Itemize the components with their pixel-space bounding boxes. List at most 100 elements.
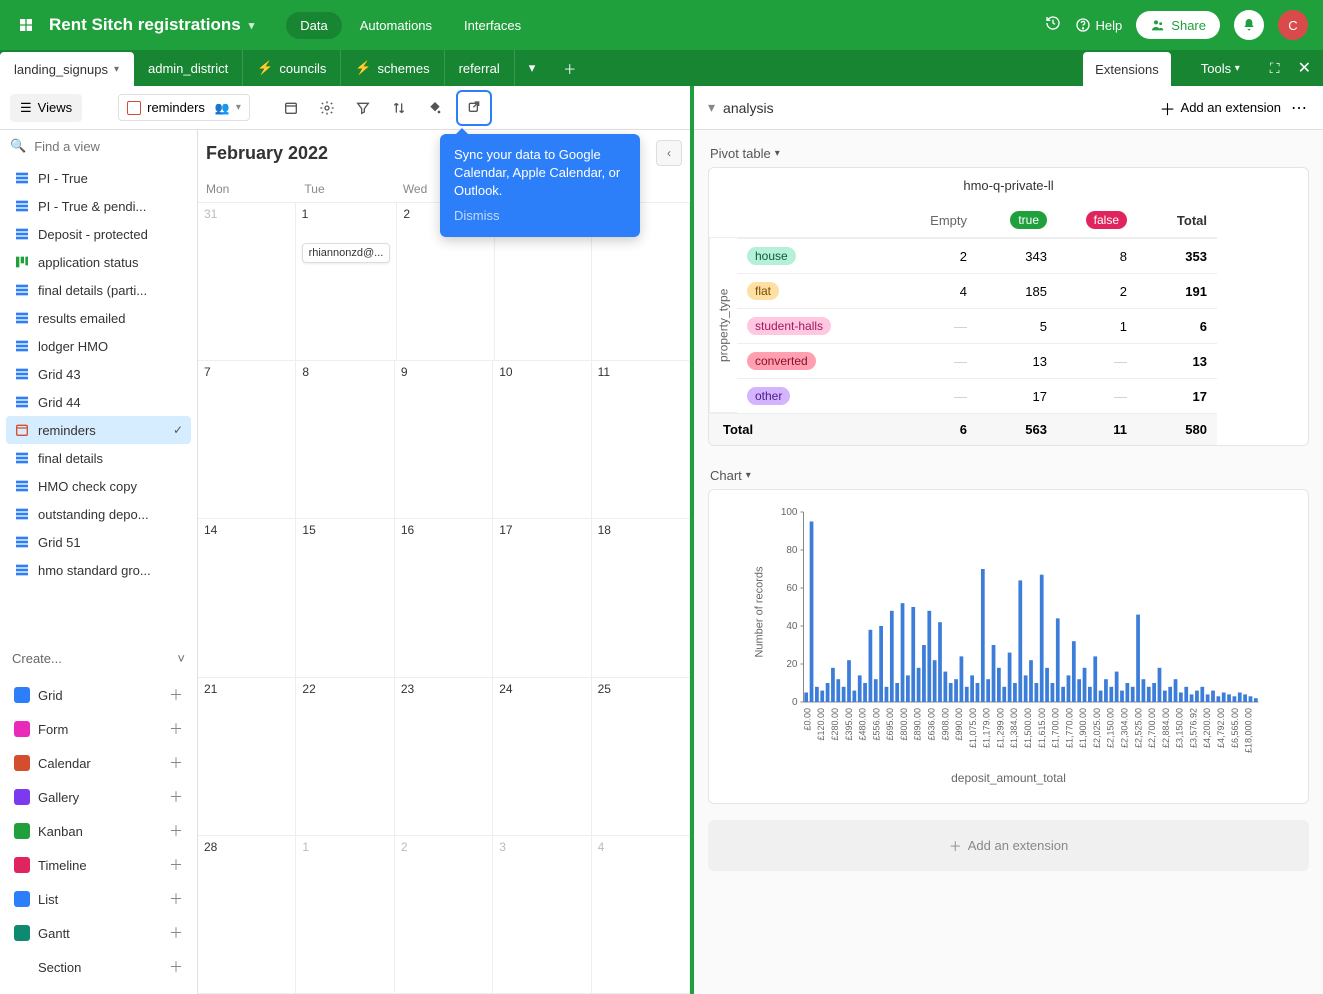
view-item[interactable]: Grid 44 xyxy=(6,388,191,416)
create-item[interactable]: Timeline＋ xyxy=(6,848,191,882)
table-tab-councils[interactable]: ⚡councils xyxy=(243,50,341,86)
close-icon[interactable]: ✕ xyxy=(1298,58,1311,78)
menu-icon: ☰ xyxy=(20,100,32,116)
calendar-day[interactable]: 1rhiannonzd@... xyxy=(296,203,398,360)
tab-interfaces[interactable]: Interfaces xyxy=(450,12,535,39)
calendar-day[interactable]: 7 xyxy=(198,361,296,518)
create-item[interactable]: Gallery＋ xyxy=(6,780,191,814)
svg-text:100: 100 xyxy=(781,507,798,518)
svg-text:£480.00: £480.00 xyxy=(858,708,868,741)
calendar-day[interactable]: 24 xyxy=(493,678,591,835)
view-item[interactable]: Deposit - protected xyxy=(6,220,191,248)
color-icon[interactable] xyxy=(420,93,450,123)
view-item[interactable]: outstanding depo... xyxy=(6,500,191,528)
table-tab-schemes[interactable]: ⚡schemes xyxy=(341,50,444,86)
create-item[interactable]: Section＋ xyxy=(6,950,191,984)
calendar-day[interactable]: 4 xyxy=(592,836,690,993)
view-item[interactable]: final details (parti... xyxy=(6,276,191,304)
svg-text:£4,792.00: £4,792.00 xyxy=(1216,708,1226,748)
calendar-day[interactable]: 22 xyxy=(296,678,394,835)
calendar-day[interactable]: 25 xyxy=(592,678,690,835)
calendar-day[interactable]: 17 xyxy=(493,519,591,676)
create-item[interactable]: Grid＋ xyxy=(6,678,191,712)
share-sync-button[interactable] xyxy=(456,90,492,126)
pivot-label[interactable]: Pivot table ▾ xyxy=(708,140,1309,167)
create-item[interactable]: Kanban＋ xyxy=(6,814,191,848)
view-item[interactable]: lodger HMO xyxy=(6,332,191,360)
calendar-day[interactable]: 23 xyxy=(395,678,493,835)
settings-icon[interactable] xyxy=(312,93,342,123)
share-button[interactable]: Share xyxy=(1136,11,1220,39)
tools-tab[interactable]: Tools ▾ xyxy=(1189,61,1252,76)
calendar-day[interactable]: 31 xyxy=(198,203,296,360)
calendar-day[interactable]: 11 xyxy=(592,361,690,518)
view-item[interactable]: results emailed xyxy=(6,304,191,332)
create-item[interactable]: Gantt＋ xyxy=(6,916,191,950)
add-extension-button[interactable]: ＋Add an extension xyxy=(1160,96,1281,120)
chevron-down-icon: ▾ xyxy=(1235,63,1240,74)
base-title[interactable]: Rent Sitch registrations ▾ xyxy=(49,15,254,35)
table-tab-referral[interactable]: referral xyxy=(445,50,515,86)
calendar-day[interactable]: 1 xyxy=(296,836,394,993)
find-view-input[interactable] xyxy=(34,139,198,154)
notifications-button[interactable] xyxy=(1234,10,1264,40)
views-menu-button[interactable]: ☰ Views xyxy=(10,94,82,122)
view-item[interactable]: PI - True & pendi... xyxy=(6,192,191,220)
calendar-day[interactable]: 28 xyxy=(198,836,296,993)
calendar-day[interactable]: 10 xyxy=(493,361,591,518)
tab-automations[interactable]: Automations xyxy=(346,12,446,39)
svg-text:£395.00: £395.00 xyxy=(844,708,854,741)
view-item[interactable]: hmo standard gro... xyxy=(6,556,191,584)
filter-icon[interactable] xyxy=(348,93,378,123)
calendar-day[interactable]: 15 xyxy=(296,519,394,676)
view-item[interactable]: application status xyxy=(6,248,191,276)
chart-label[interactable]: Chart ▾ xyxy=(708,462,1309,489)
sort-icon[interactable] xyxy=(384,93,414,123)
create-toggle[interactable]: Create... ˅ xyxy=(0,641,197,676)
calendar-day[interactable]: 16 xyxy=(395,519,493,676)
svg-text:£120.00: £120.00 xyxy=(816,708,826,741)
view-item[interactable]: Grid 51 xyxy=(6,528,191,556)
current-view-pill[interactable]: reminders 👥 ▾ xyxy=(118,94,250,121)
help-button[interactable]: Help xyxy=(1075,17,1123,33)
extensions-tab[interactable]: Extensions xyxy=(1083,52,1171,86)
add-extension-footer[interactable]: ＋Add an extension xyxy=(708,820,1309,871)
view-item[interactable]: final details xyxy=(6,444,191,472)
calendar-day[interactable]: 9 xyxy=(395,361,493,518)
svg-text:80: 80 xyxy=(786,545,798,556)
sync-tooltip: Sync your data to Google Calendar, Apple… xyxy=(440,134,640,237)
calendar-day[interactable]: 14 xyxy=(198,519,296,676)
view-item[interactable]: PI - True xyxy=(6,164,191,192)
history-icon[interactable] xyxy=(1045,15,1061,36)
create-item[interactable]: Calendar＋ xyxy=(6,746,191,780)
table-tab-admin-district[interactable]: admin_district xyxy=(134,50,243,86)
calendar-event[interactable]: rhiannonzd@... xyxy=(302,243,391,263)
tooltip-dismiss-button[interactable]: Dismiss xyxy=(454,207,626,225)
chevron-down-icon[interactable]: ▾ xyxy=(708,99,715,116)
create-item[interactable]: List＋ xyxy=(6,882,191,916)
svg-text:£280.00: £280.00 xyxy=(830,708,840,741)
calendar-day[interactable]: 2 xyxy=(395,836,493,993)
date-field-icon[interactable] xyxy=(276,93,306,123)
calendar-day[interactable]: 3 xyxy=(493,836,591,993)
pane-resize-handle[interactable] xyxy=(686,533,698,548)
prev-month-button[interactable]: ‹ xyxy=(656,140,682,166)
calendar-day[interactable]: 8 xyxy=(296,361,394,518)
table-tab-landing-signups[interactable]: landing_signups▾ xyxy=(0,52,134,86)
svg-text:£695.00: £695.00 xyxy=(885,708,895,741)
svg-text:£890.00: £890.00 xyxy=(913,708,923,741)
chevron-down-icon: ▾ xyxy=(249,19,255,32)
view-item[interactable]: HMO check copy xyxy=(6,472,191,500)
view-item[interactable]: Grid 43 xyxy=(6,360,191,388)
more-tables-button[interactable]: ▾ xyxy=(515,50,550,86)
calendar-day[interactable]: 21 xyxy=(198,678,296,835)
tab-data[interactable]: Data xyxy=(286,12,341,39)
calendar-day[interactable]: 18 xyxy=(592,519,690,676)
base-logo-icon[interactable] xyxy=(15,14,37,36)
avatar[interactable]: C xyxy=(1278,10,1308,40)
view-item[interactable]: reminders✓ xyxy=(6,416,191,444)
add-table-button[interactable]: ＋ xyxy=(549,50,590,86)
more-options-icon[interactable]: ⋯ xyxy=(1291,98,1309,118)
create-item[interactable]: Form＋ xyxy=(6,712,191,746)
expand-icon[interactable]: ⛶ xyxy=(1270,60,1280,77)
